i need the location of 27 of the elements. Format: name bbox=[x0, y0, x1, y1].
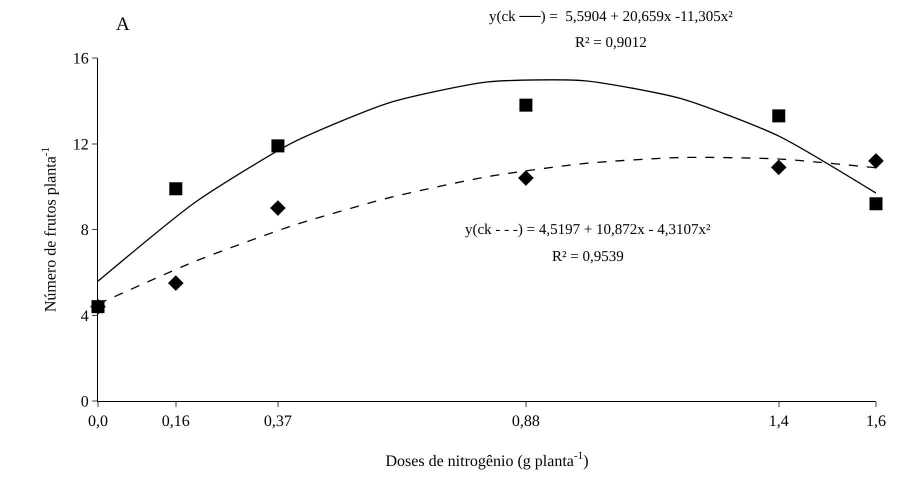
y-tick-label: 16 bbox=[72, 50, 89, 68]
point bbox=[169, 182, 182, 196]
text: y(ck ──) = 5,5904 + 20,659x -11,305x² bbox=[489, 9, 734, 25]
point bbox=[770, 160, 787, 176]
x-tick-label: 0,88 bbox=[512, 413, 540, 430]
y-tick-label: 4 bbox=[80, 308, 89, 325]
y-tick-label: 0 bbox=[80, 394, 89, 411]
point bbox=[870, 197, 882, 210]
point bbox=[772, 109, 786, 122]
x-axis-title: Doses de nitrogênio (g planta$^{-1}$) bbox=[385, 450, 589, 470]
x-tick-label: 1,4 bbox=[768, 413, 789, 430]
point bbox=[270, 200, 286, 216]
point bbox=[519, 98, 532, 112]
annotation: y(ck - - -) = 4,5197 + 10,872x - 4,3107x² bbox=[465, 222, 712, 238]
text: A bbox=[116, 14, 130, 35]
x-tick-label: 0,16 bbox=[162, 413, 190, 430]
point bbox=[168, 275, 184, 291]
x-tick-label: 1,6 bbox=[866, 413, 886, 430]
text: R² = 0,9012 bbox=[575, 35, 647, 51]
x-tick-label: 0,37 bbox=[264, 413, 292, 430]
point bbox=[868, 153, 884, 169]
annotation: R² = 0,9539 bbox=[552, 249, 624, 265]
x-tick-label: 0,0 bbox=[88, 413, 108, 430]
point bbox=[271, 139, 284, 152]
point bbox=[518, 170, 534, 186]
y-tick-label: 12 bbox=[72, 136, 89, 154]
y-tick-label: 8 bbox=[80, 222, 89, 240]
